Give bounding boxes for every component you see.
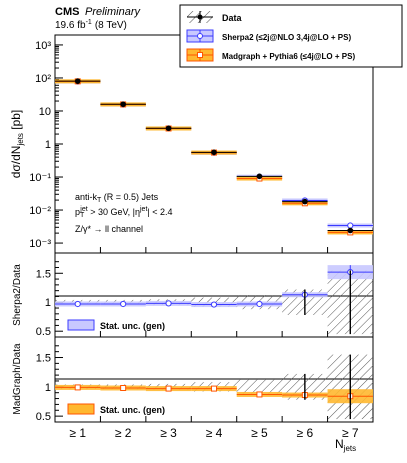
y-axis-title-main: dσ/dNjets [pb] [9,110,25,179]
madgraph-stat-label: Stat. unc. (gen) [100,405,165,415]
main-y-tick-label: 10⁻³ [29,238,51,250]
ratio-y-tick-label: 1.5 [36,268,51,280]
sherpa-stat-label: Stat. unc. (gen) [100,321,165,331]
ratio-data-points [55,265,373,420]
sherpa-stat-band-swatch [67,319,95,331]
lumi-label: 19.6 fb-1 (8 TeV) [55,19,127,31]
experiment-label: CMS [55,6,79,18]
x-axis-ticks: ≥ 1 ≥ 2 ≥ 3 ≥ 4 ≥ 5 ≥ 6 ≥ 7 [54,247,359,440]
x-tick-label: ≥ 3 [160,426,177,440]
main-legend: Data Sherpa2 (≤2j@NLO 3,4j@LO + PS) Madg… [179,4,403,68]
data-point [74,78,81,84]
madgraph-ratio-point [256,391,263,398]
x-tick-label: ≥ 5 [251,426,268,440]
ratio-y-tick-label: 0.5 [36,411,51,423]
sherpa-ratio-legend: Stat. unc. (gen) [67,319,165,331]
madgraph-ratio-point [165,385,172,392]
data-point [256,173,263,180]
madgraph-ratio-point [74,384,81,391]
legend-madgraph-label: Madgraph + Pythia6 (≤4j@LO + PS) [222,52,355,61]
data-point [120,101,126,108]
sherpa-ratio-point [210,301,218,308]
main-y-tick-label: 10⁻¹ [29,172,51,184]
x-tick-label: ≥ 7 [342,426,359,440]
madgraph-stat-band-swatch [67,403,95,415]
ratio-y-ticks: 0.5 1 1.5 0.5 1 1.5 [36,261,63,423]
x-tick-label: ≥ 6 [297,426,314,440]
x-tick-label: ≥ 1 [69,426,86,440]
annotation-channel: Z/γ* → ll channel [75,224,143,234]
legend-data-marker [197,14,203,20]
ratio-y-tick-label: 1 [45,382,51,394]
legend-box [179,4,403,68]
madgraph-ratio-point [211,385,217,392]
ratio-y-tick-label: 1 [45,297,51,309]
legend-sherpa-marker [197,33,203,39]
sherpa-ratio-point [256,300,263,308]
data-point [165,125,172,132]
sherpa-ratio-point [165,300,172,307]
madgraph-ratio-legend: Stat. unc. (gen) [67,403,165,415]
main-panel-frame [54,34,374,254]
legend-madgraph-marker [197,52,203,58]
sherpa-point [347,222,354,229]
status-label: Preliminary [85,6,142,18]
y-axis-title-sherpa: Sherpa2/Data [12,264,23,326]
data-point [347,227,354,234]
annotation-algorithm: anti-kT (R = 0.5) Jets [75,192,159,204]
main-y-tick-label: 10 [39,106,51,118]
x-tick-label: ≥ 2 [115,426,132,440]
data-point [211,149,217,156]
data-unc-hatch-bin [236,379,283,394]
ratio-y-tick-label: 1.5 [36,353,51,365]
sherpa-ratio-point [120,300,127,308]
sherpa-ratio-point [74,300,81,308]
legend-sherpa-label: Sherpa2 (≤2j@NLO 3,4j@LO + PS) [222,33,351,42]
main-y-tick-label: 10⁻² [29,205,51,217]
main-y-tick-label: 10² [35,73,51,85]
madgraph-ratio-point [120,385,127,391]
annotation-cuts: pTjet > 30 GeV, |ηjet| < 2.4 [75,206,173,219]
y-axis-title-madgraph: MadGraph/Data [12,343,23,415]
main-data-points [55,78,373,236]
main-y-tick-label: 1 [45,139,51,151]
main-y-tick-label: 10³ [35,40,51,52]
legend-data-label: Data [222,13,243,23]
data-point [302,198,308,205]
main-y-ticks: 10³ 10² 10 1 10⁻¹ 10⁻² 10⁻³ [29,40,63,250]
ratio-y-tick-label: 0.5 [36,326,51,338]
x-tick-label: ≥ 4 [206,426,223,440]
